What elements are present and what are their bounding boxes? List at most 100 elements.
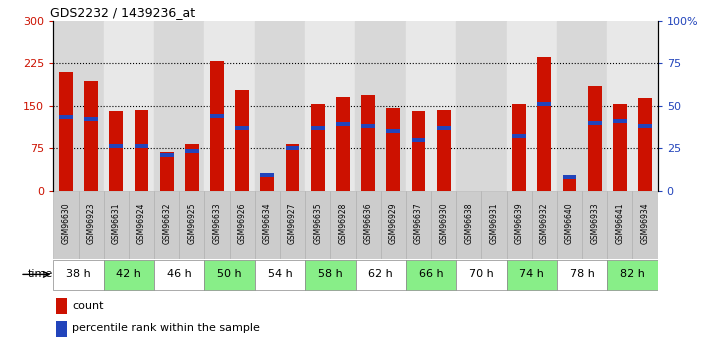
Text: percentile rank within the sample: percentile rank within the sample (72, 323, 260, 333)
Bar (538, 102, 551, 106)
Bar (356, 21, 406, 190)
Bar (386, 129, 400, 133)
Bar (361, 95, 375, 190)
Bar (607, 260, 658, 290)
Bar (129, 190, 154, 258)
Text: 74 h: 74 h (519, 269, 544, 279)
Text: GSM96923: GSM96923 (87, 203, 95, 244)
Bar (205, 21, 255, 190)
Bar (210, 114, 224, 118)
Bar (305, 21, 356, 190)
Bar (456, 260, 506, 290)
Bar (481, 190, 506, 258)
Bar (506, 21, 557, 190)
Bar (456, 190, 481, 258)
Bar (386, 108, 400, 190)
Bar (154, 260, 205, 290)
Bar (255, 21, 305, 190)
Bar (205, 260, 255, 290)
Bar (154, 21, 205, 190)
Text: GSM96638: GSM96638 (464, 203, 474, 244)
Bar (59, 116, 73, 119)
Bar (59, 71, 73, 190)
Bar (557, 260, 607, 290)
Bar (205, 190, 230, 258)
Bar (557, 21, 607, 190)
Bar (235, 126, 249, 130)
Bar (84, 81, 98, 190)
Bar (562, 175, 577, 190)
Bar (412, 138, 425, 141)
Bar (437, 126, 451, 130)
Text: GSM96931: GSM96931 (489, 203, 498, 244)
Bar (412, 111, 425, 190)
Text: 46 h: 46 h (167, 269, 191, 279)
Bar (356, 260, 406, 290)
Bar (53, 260, 104, 290)
Text: 54 h: 54 h (267, 269, 292, 279)
Bar (512, 105, 526, 190)
Bar (104, 190, 129, 258)
Text: GSM96932: GSM96932 (540, 203, 549, 244)
Text: 42 h: 42 h (117, 269, 141, 279)
Bar (280, 190, 305, 258)
Bar (260, 175, 274, 190)
Bar (104, 260, 154, 290)
Text: GSM96634: GSM96634 (263, 203, 272, 244)
Text: 66 h: 66 h (419, 269, 444, 279)
Bar (185, 144, 199, 190)
Bar (356, 190, 380, 258)
Bar (331, 190, 356, 258)
Text: count: count (72, 300, 104, 310)
Bar (582, 190, 607, 258)
Bar (255, 190, 280, 258)
Text: 70 h: 70 h (469, 269, 493, 279)
Text: GSM96929: GSM96929 (389, 203, 397, 244)
Bar (633, 190, 658, 258)
Bar (53, 21, 104, 190)
Bar (255, 260, 305, 290)
Bar (380, 190, 406, 258)
Text: GSM96934: GSM96934 (641, 203, 650, 244)
Bar (456, 21, 506, 190)
Text: GSM96637: GSM96637 (414, 203, 423, 244)
Bar (361, 124, 375, 128)
Bar (638, 98, 652, 190)
Text: GDS2232 / 1439236_at: GDS2232 / 1439236_at (50, 7, 196, 19)
Bar (532, 190, 557, 258)
Bar (562, 175, 577, 179)
Bar (286, 146, 299, 150)
Text: GSM96930: GSM96930 (439, 203, 448, 244)
Bar (336, 122, 350, 126)
Bar (607, 21, 658, 190)
Bar (185, 149, 199, 154)
Text: GSM96630: GSM96630 (61, 203, 70, 244)
Bar (311, 105, 325, 190)
Text: 78 h: 78 h (570, 269, 594, 279)
Bar (286, 144, 299, 190)
Text: GSM96926: GSM96926 (237, 203, 247, 244)
Text: GSM96636: GSM96636 (363, 203, 373, 244)
Bar (179, 190, 205, 258)
Text: GSM96925: GSM96925 (187, 203, 196, 244)
Bar (588, 86, 602, 190)
Bar (506, 260, 557, 290)
Bar (154, 190, 179, 258)
Text: 38 h: 38 h (66, 269, 91, 279)
Bar (406, 260, 456, 290)
Text: 82 h: 82 h (620, 269, 645, 279)
Bar (109, 111, 123, 190)
Bar (538, 57, 551, 190)
Bar (406, 21, 456, 190)
Text: GSM96924: GSM96924 (137, 203, 146, 244)
Bar (210, 61, 224, 190)
Text: 58 h: 58 h (318, 269, 343, 279)
Bar (613, 119, 627, 123)
Text: GSM96927: GSM96927 (288, 203, 297, 244)
Text: 50 h: 50 h (218, 269, 242, 279)
Text: 62 h: 62 h (368, 269, 393, 279)
Text: GSM96641: GSM96641 (616, 203, 624, 244)
Bar (104, 21, 154, 190)
Text: GSM96639: GSM96639 (515, 203, 524, 244)
Bar (506, 190, 532, 258)
